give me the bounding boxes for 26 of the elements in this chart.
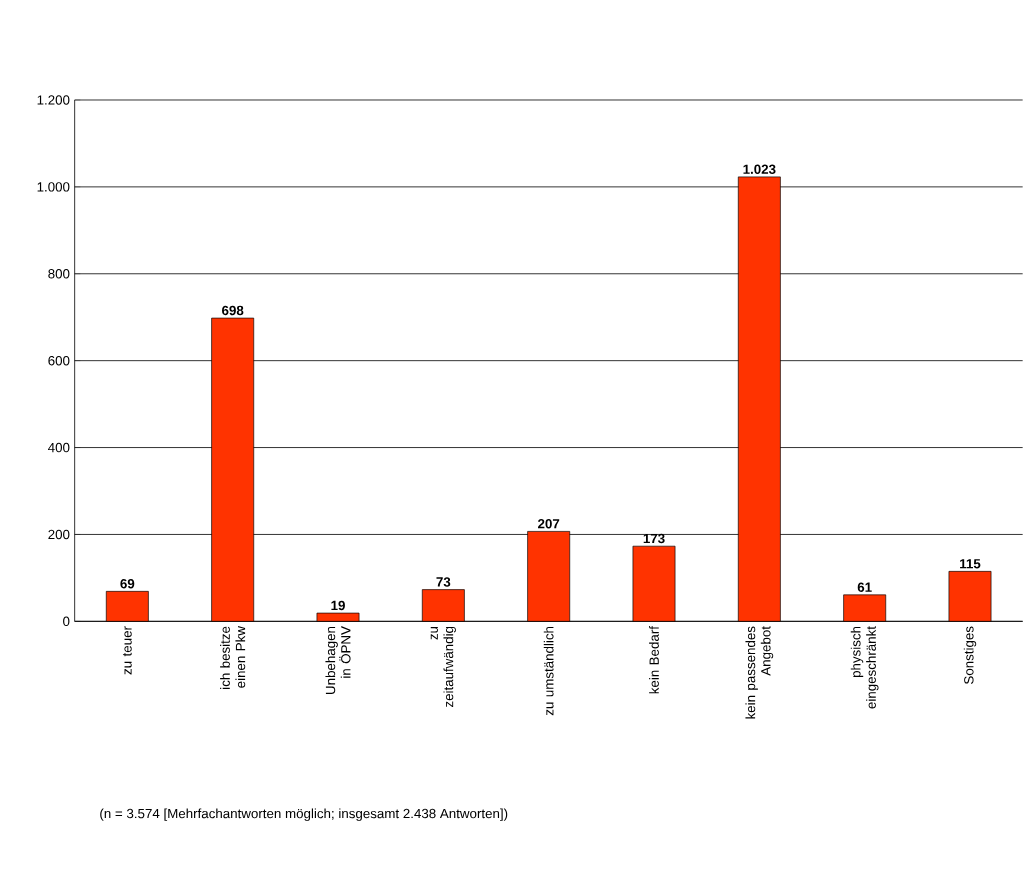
x-tick-label: kein Bedarf: [649, 626, 659, 694]
data-label: 698: [222, 305, 244, 316]
x-tick-label: Sonstiges: [963, 626, 977, 684]
data-label: 73: [436, 577, 451, 587]
x-tick-label: kein passendes Angebot: [745, 626, 774, 719]
text: (n = 3.574 [Mehrfachantworten möglich; insgesamt 2.438 Antworten]): [100, 808, 508, 821]
data-label: 207: [538, 519, 560, 529]
data-label: 69: [120, 578, 135, 589]
data-label: 61: [857, 582, 872, 592]
x-tick-label: ich besitze einen Pkw: [220, 626, 246, 689]
x-tick-label: physisch eingeschränkt: [850, 626, 879, 709]
x-tick-label: zu umständlich: [543, 626, 554, 716]
y-tick-label: 800: [48, 269, 70, 279]
data-label: 1.023: [743, 164, 776, 174]
data-label: 173: [643, 533, 665, 544]
x-tick-label: zu teuer: [122, 626, 132, 675]
data-label: 115: [960, 559, 981, 569]
y-tick-label: 1.200: [37, 95, 70, 105]
x-tick-label: zu zeitaufwändig: [430, 626, 456, 708]
data-label: 19: [331, 600, 345, 611]
y-tick-label: 400: [48, 442, 70, 453]
x-tick-label: Unbehagen in ÖPNV: [325, 626, 351, 694]
y-tick-label: 200: [48, 529, 70, 540]
y-tick-label: 1.000: [37, 182, 70, 192]
y-tick-label: 0: [63, 616, 70, 627]
y-tick-label: 600: [48, 355, 70, 366]
